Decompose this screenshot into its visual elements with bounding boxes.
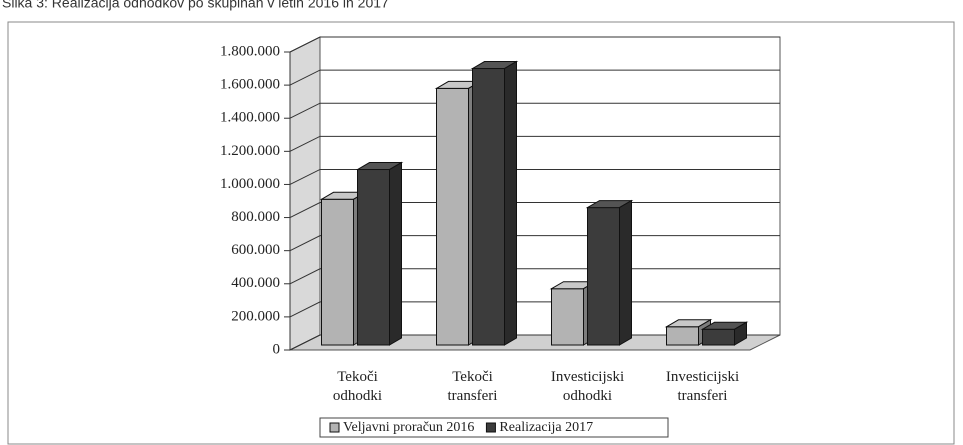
grid-line — [289, 36, 780, 53]
x-tick-label-line: odhodki — [333, 388, 382, 404]
y-tick-label: 0 — [273, 341, 281, 357]
bar-front — [702, 328, 735, 346]
legend-swatch — [485, 422, 496, 433]
bar-side — [389, 161, 402, 346]
x-tick-label-line: transferi — [678, 388, 728, 404]
x-tick-label: Tekoči transferi — [448, 369, 498, 404]
legend-label: Veljavni proračun 2016 — [343, 420, 474, 435]
bar-front — [472, 68, 505, 346]
legend-label: Realizacija 2017 — [499, 420, 593, 435]
bar-front — [357, 169, 390, 346]
y-tick-label: 800.000 — [231, 209, 280, 225]
x-tick-label-line: transferi — [448, 388, 498, 404]
grid-line — [289, 102, 780, 119]
bar-front — [321, 198, 354, 346]
x-tick-label-line: Tekoči — [337, 369, 378, 385]
grid-line — [289, 135, 780, 152]
y-tick-label: 1.400.000 — [220, 110, 280, 126]
x-tick-label-line: Investicijski — [551, 369, 624, 385]
chart-title: Slika 3: Realizacija odhodkov po skupina… — [2, 0, 389, 11]
x-tick-label: Investicijski odhodki — [551, 369, 624, 404]
x-tick-label: Tekoči odhodki — [333, 369, 382, 404]
y-tick-label: 1.200.000 — [220, 143, 280, 159]
x-tick-label-line: Tekoči — [452, 369, 493, 385]
bar-side — [619, 199, 632, 346]
x-tick-label-line: odhodki — [563, 388, 612, 404]
bar-front — [666, 326, 699, 346]
y-tick-label: 1.800.000 — [220, 43, 280, 59]
y-tick-label: 600.000 — [231, 242, 280, 258]
y-tick-label: 400.000 — [231, 275, 280, 291]
back-wall — [289, 36, 321, 351]
x-tick-label-line: Investicijski — [666, 369, 739, 385]
y-tick-label: 1.000.000 — [220, 176, 280, 192]
bar-side — [734, 321, 747, 346]
bar-front — [587, 207, 620, 346]
grid-line — [289, 168, 780, 185]
legend-swatch — [329, 422, 340, 433]
bar-side — [504, 60, 517, 346]
x-tick-label: Investicijski transferi — [666, 369, 739, 404]
bar-front — [551, 288, 584, 346]
y-tick-label: 200.000 — [231, 308, 280, 324]
bar-front — [436, 87, 469, 346]
y-tick-label: 1.600.000 — [220, 77, 280, 93]
grid-line — [289, 69, 780, 86]
